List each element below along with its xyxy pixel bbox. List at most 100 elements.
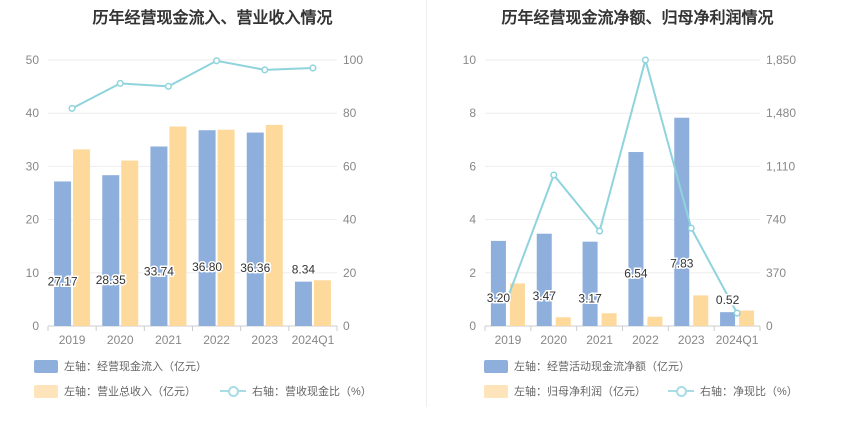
x-axis-tick-label: 2024Q1: [716, 333, 759, 347]
x-axis-tick-label: 2022: [632, 333, 659, 347]
ratio-point: [504, 293, 512, 301]
right-axis-tick-label: 20: [343, 266, 357, 280]
bar-value-label: 0.52: [716, 293, 740, 307]
bar-secondary: [555, 317, 571, 326]
chart-panel-left: 历年经营现金流入、营业收入情况 0 10 20 30 40 50 0 20 40 60 80 100 2…: [26, 10, 372, 399]
bar-primary: [490, 240, 506, 326]
bar-secondary: [121, 160, 139, 326]
right-axis-tick-label: 0: [766, 319, 773, 333]
bar-primary: [246, 132, 264, 326]
ratio-line: [506, 56, 738, 314]
bar-secondary: [509, 283, 525, 326]
x-axis-tick-label: 2023: [678, 333, 705, 347]
bar-primary: [198, 130, 216, 326]
legend-label: 左轴：营业总收入（亿元）: [64, 386, 196, 398]
x-axis-tick-label: 2019: [495, 333, 522, 347]
bar-value-label: 3.47: [533, 289, 557, 303]
bar-secondary: [313, 280, 331, 326]
legend-label: 右轴：净现比（%）: [700, 386, 798, 398]
legend-label: 右轴：营收现金比（%）: [252, 386, 372, 398]
x-axis-tick-label: 2021: [586, 333, 613, 347]
right-axis-tick-label: 100: [343, 53, 363, 67]
bar-primary: [628, 152, 644, 326]
combo-chart-left: 0 10 20 30 40 50 0 20 40 60 80 100 2019 2020 2021 2022 2…: [26, 53, 364, 347]
ratio-point: [687, 224, 695, 232]
ratio-point: [550, 171, 558, 179]
x-axis-tick-label: 2020: [540, 333, 567, 347]
bar-value-label: 36.80: [192, 260, 222, 274]
bar-primary: [102, 175, 120, 326]
x-axis-tick-label: 2022: [203, 333, 230, 347]
bar-primary: [536, 233, 552, 326]
right-axis-tick-label: 370: [766, 266, 786, 280]
ratio-point: [641, 56, 649, 64]
bar-primary: [582, 241, 598, 326]
panel-divider: [426, 0, 427, 407]
legend-item-bar-1[interactable]: 左轴：经营现金流入（亿元）: [34, 358, 207, 374]
bar-secondary: [169, 126, 187, 326]
left-axis-tick-label: 6: [469, 159, 476, 173]
bar-secondary: [73, 149, 91, 326]
legend-line-icon: [668, 384, 694, 398]
legend-label: 左轴：归母净利润（亿元）: [514, 386, 646, 398]
legend-swatch: [484, 384, 508, 398]
ratio-point: [116, 79, 124, 87]
bar-value-label: 3.17: [578, 291, 602, 305]
chart-title: 历年经营现金流净额、归母净利润情况: [501, 10, 774, 27]
chart-panel-right: 历年经营现金流净额、归母净利润情况 0 2 4 6 8 10 0 370 740 1,110 1,4…: [425, 0, 850, 437]
ratio-point: [261, 66, 269, 74]
ratio-point: [596, 227, 604, 235]
legend-item-line[interactable]: 右轴：营收现金比（%）: [220, 383, 372, 399]
bar-primary: [150, 146, 168, 326]
bar-value-label: 36.36: [240, 261, 270, 275]
bar-secondary: [693, 295, 709, 326]
legend-swatch: [34, 384, 58, 398]
legend-item-line[interactable]: 右轴：净现比（%）: [668, 383, 798, 399]
bar-primary: [720, 312, 736, 326]
right-axis-tick-label: 40: [343, 213, 357, 227]
ratio-point: [733, 309, 741, 317]
right-axis-tick-label: 0: [343, 319, 350, 333]
right-axis-tick-label: 1,110: [766, 159, 795, 173]
right-axis-tick-label: 1,850: [766, 53, 796, 67]
right-axis-tick-label: 1,480: [766, 106, 796, 120]
left-axis-tick-label: 10: [463, 53, 477, 67]
right-axis-tick-label: 740: [766, 213, 786, 227]
bar-value-label: 3.20: [487, 291, 511, 305]
legend-swatch: [484, 359, 508, 373]
left-axis-tick-label: 8: [469, 106, 476, 120]
legend-line-icon: [220, 384, 246, 398]
bar-value-label: 33.74: [144, 265, 174, 279]
ratio-point: [164, 82, 172, 90]
ratio-line: [71, 59, 313, 110]
ratio-point: [309, 64, 317, 72]
bar-primary: [674, 117, 690, 326]
right-axis-tick-label: 60: [343, 159, 357, 173]
ratio-point: [68, 104, 76, 112]
legend-item-bar-1[interactable]: 左轴：经营活动现金流净额（亿元）: [484, 358, 690, 374]
right-axis-tick-label: 80: [343, 106, 357, 120]
bar-secondary: [217, 129, 235, 326]
ratio-point: [213, 57, 221, 65]
x-axis-tick-label: 2019: [59, 333, 86, 347]
bar-secondary: [647, 316, 663, 326]
x-axis-tick-label: 2021: [155, 333, 182, 347]
legend-item-bar-2[interactable]: 左轴：归母净利润（亿元）: [484, 383, 646, 399]
bar-value-label: 8.34: [292, 263, 316, 277]
x-axis-tick-label: 2024Q1: [292, 333, 335, 347]
bar-secondary: [265, 124, 283, 327]
left-axis-tick-label: 40: [26, 106, 40, 120]
bar-value-label: 6.54: [624, 266, 648, 280]
bar-secondary: [601, 313, 617, 326]
left-axis-tick-label: 20: [26, 213, 40, 227]
left-axis-tick-label: 0: [32, 319, 39, 333]
left-axis-tick-label: 30: [26, 159, 40, 173]
bar-secondary: [739, 310, 755, 326]
bar-primary: [54, 181, 72, 326]
combo-chart-right: 0 2 4 6 8 10 0 370 740 1,110 1,480 1,850 2019 2020 202…: [463, 53, 797, 347]
left-axis-tick-label: 2: [469, 266, 476, 280]
bar-value-label: 28.35: [96, 273, 126, 287]
bar-primary: [294, 281, 312, 326]
left-axis-tick-label: 4: [469, 213, 476, 227]
legend-item-bar-2[interactable]: 左轴：营业总收入（亿元）: [34, 383, 196, 399]
